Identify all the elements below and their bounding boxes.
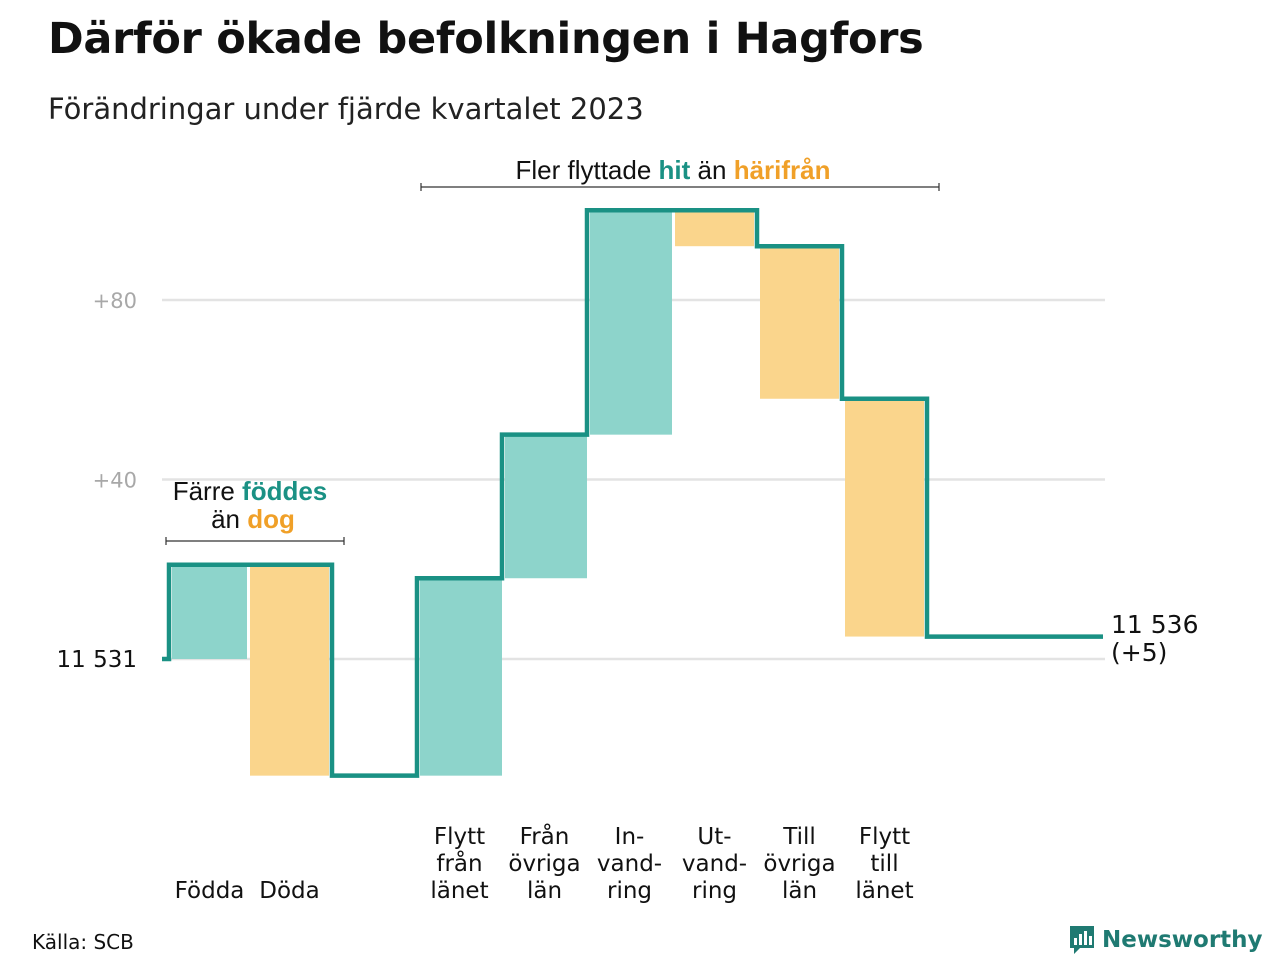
- category-label-emigration: ring: [692, 878, 737, 904]
- annotation-births-deaths-line2-part: än: [211, 504, 247, 534]
- chart-title: Därför ökade befolkningen i Hagfors: [48, 14, 924, 64]
- bar-from-county: [420, 578, 502, 776]
- category-label-immigration: ring: [607, 878, 652, 904]
- category-label-from-county: Flytt: [434, 824, 485, 850]
- annotation-migration-part: härifrån: [734, 155, 831, 185]
- end-value-label: 11 536: [1111, 610, 1198, 639]
- category-label-to-other-counties: Till: [782, 824, 816, 850]
- y-tick-labels: +80 +40 11 531 11 536(+5): [57, 289, 1199, 673]
- category-label-immigration: vand-: [597, 851, 662, 877]
- annotation-migration-part: Fler flyttade: [515, 155, 658, 185]
- category-label-to-other-counties: län: [782, 878, 817, 904]
- annotation-births-deaths-line2: än dog: [211, 504, 295, 534]
- population-step-line: [162, 208, 1103, 778]
- annotation-births-deaths-line2-part: dog: [247, 504, 295, 534]
- y-tick-label: +40: [93, 469, 137, 493]
- category-label-to-county: länet: [855, 878, 913, 904]
- start-value-label: 11 531: [57, 647, 137, 673]
- category-label-emigration: Ut-: [697, 824, 731, 850]
- category-label-to-county: till: [870, 851, 898, 877]
- bars: [162, 208, 1103, 778]
- annotation-migration: Fler flyttade hit än härifrån: [515, 155, 830, 185]
- category-label-births: Födda: [175, 878, 245, 904]
- category-label-deaths: Döda: [259, 878, 319, 904]
- annotation-births-deaths-line1-part: Färre: [173, 476, 242, 506]
- category-label-from-county: från: [436, 849, 482, 877]
- annotation-migration-part: hit: [659, 155, 691, 185]
- category-label-to-other-counties: övriga: [763, 851, 835, 877]
- category-label-from-other-counties: Från: [520, 822, 570, 850]
- bar-immigration: [590, 210, 672, 435]
- bar-deaths: [250, 564, 329, 776]
- chart-subtitle: Förändringar under fjärde kvartalet 2023: [48, 92, 644, 126]
- y-tick-label: +80: [93, 289, 137, 313]
- brand-logo: Newsworthy: [1068, 924, 1263, 956]
- bar-births: [172, 564, 247, 659]
- brand-name: Newsworthy: [1102, 927, 1263, 953]
- category-label-from-county: länet: [430, 878, 488, 904]
- annotation-births-deaths-line1: Färre föddes: [173, 476, 328, 506]
- category-label-immigration: In-: [615, 824, 645, 850]
- category-label-from-other-counties: övriga: [508, 851, 580, 877]
- bar-emigration: [675, 210, 754, 247]
- end-change-label: (+5): [1111, 638, 1167, 667]
- annotation-migration-part: än: [690, 155, 733, 185]
- bar-from-other-counties: [505, 434, 587, 579]
- newsworthy-logo-icon: [1070, 926, 1094, 954]
- category-labels: Födda DödaFlyttfrånlänetFrånövrigalänIn-v…: [175, 822, 914, 904]
- category-label-from-other-counties: län: [527, 878, 562, 904]
- annotation-births-deaths-line1-part: föddes: [242, 476, 327, 506]
- source-note: Källa: SCB: [32, 930, 134, 954]
- bar-to-county: [845, 398, 924, 637]
- category-label-to-county: Flytt: [859, 824, 910, 850]
- category-label-emigration: vand-: [682, 851, 747, 877]
- bar-to-other-counties: [760, 246, 839, 399]
